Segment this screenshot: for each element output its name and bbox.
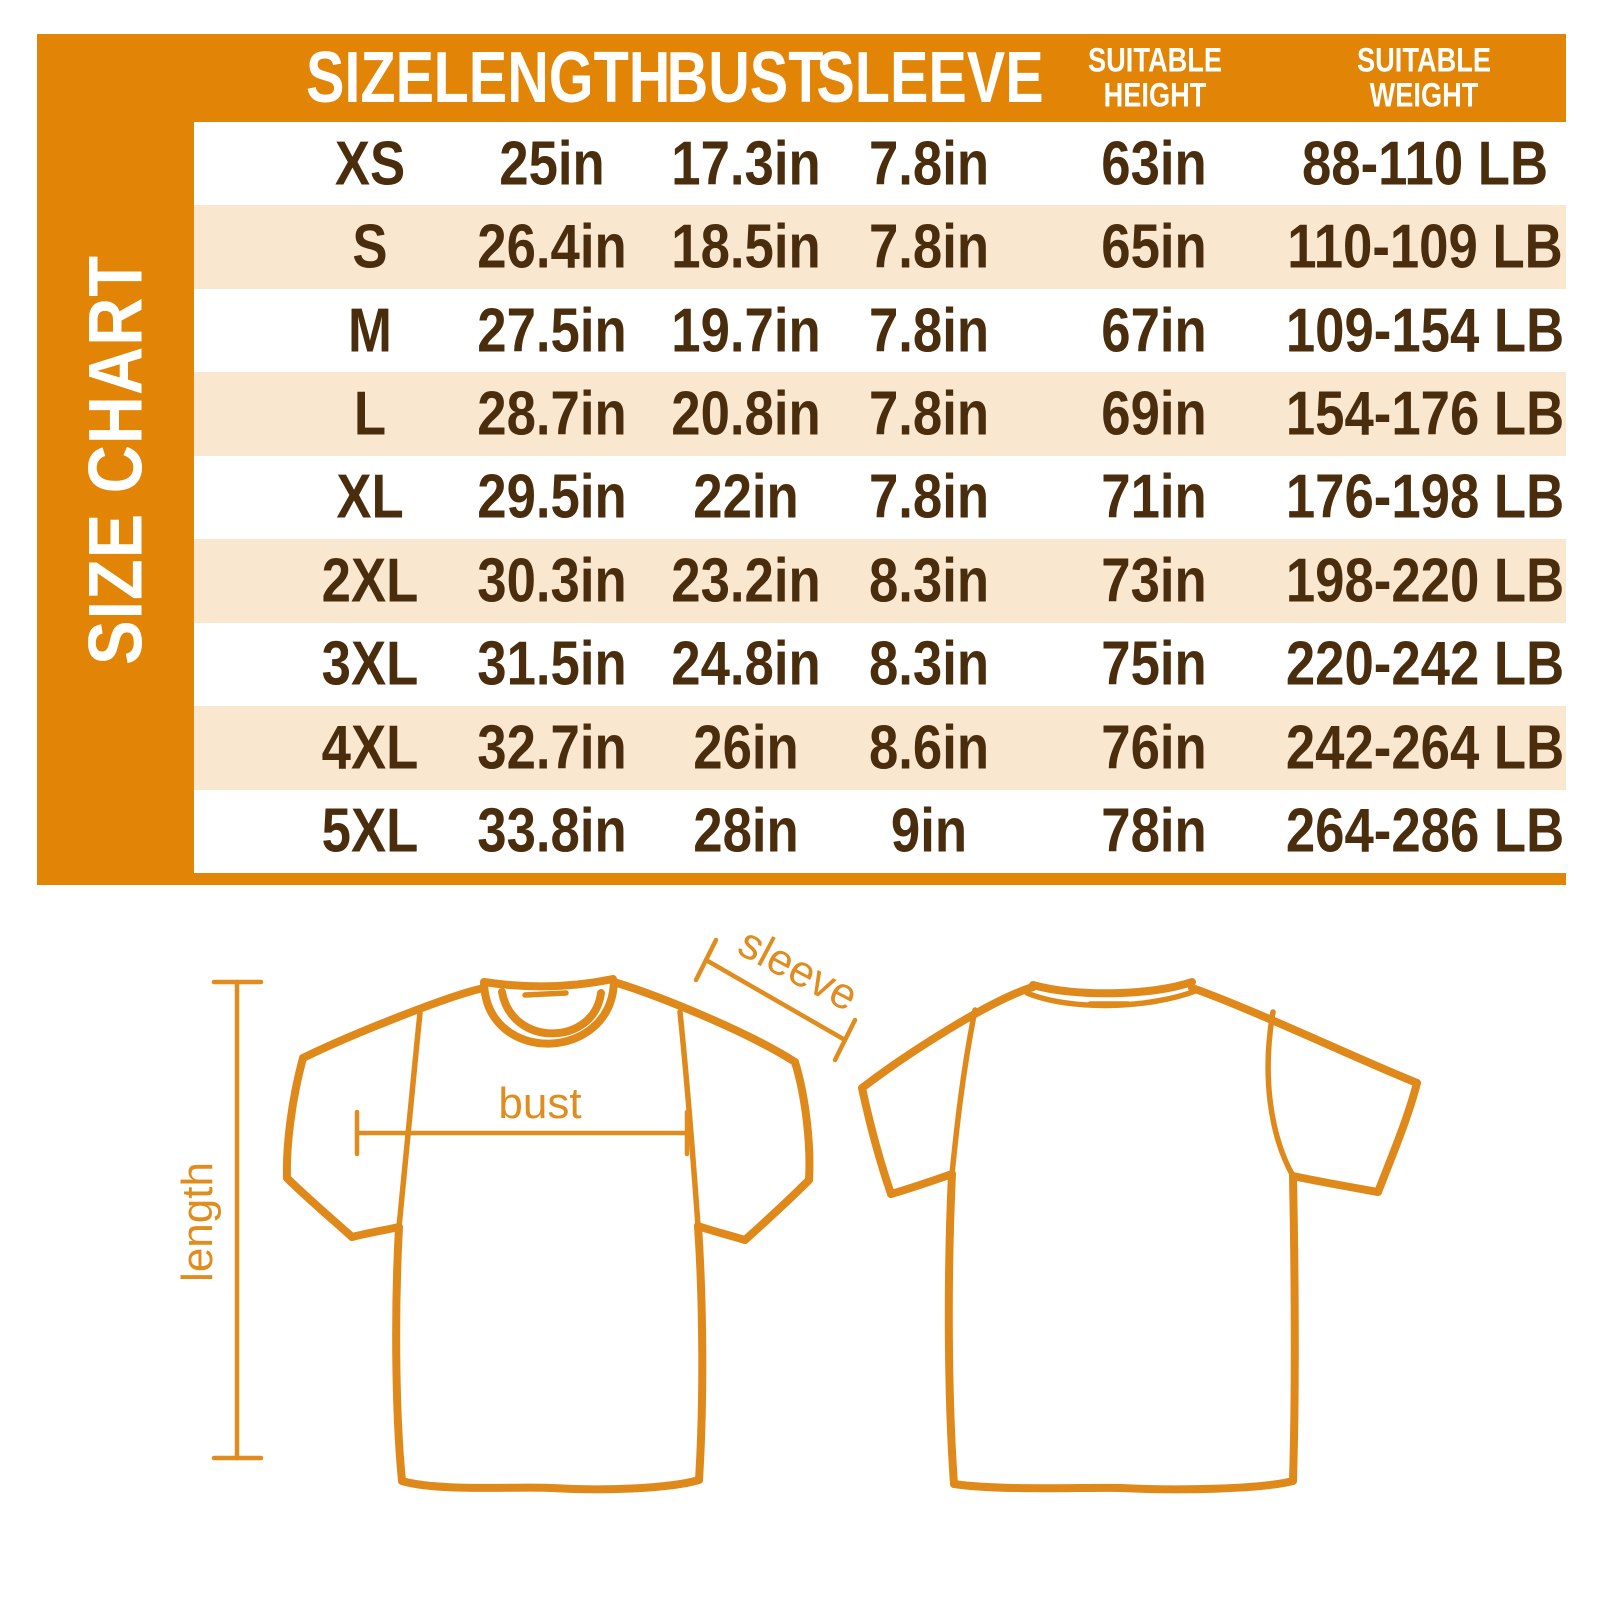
column-header-label: SUITABLE (1087, 41, 1222, 80)
cell-size: L (353, 379, 386, 449)
table-row: XL 29.5in 22in 7.8in 71in 176-198 LB (194, 455, 1566, 540)
page-title: SIZE CHART (73, 254, 158, 665)
tshirt-back-diagram (858, 978, 1421, 1494)
sleeve-dimension: sleeve (693, 918, 866, 1063)
column-header-label: WEIGHT (1369, 76, 1479, 114)
cell-weight: 110-109 LB (1286, 212, 1563, 282)
table-row: M 27.5in 19.7in 7.8in 67in 109-154 LB (194, 288, 1566, 373)
size-chart-table: SIZE LENGTH BUST SLEEVE SUITABLE HEIGHT … (37, 34, 1566, 885)
cell-length: 33.8in (477, 796, 627, 866)
cell-length: 29.5in (477, 462, 627, 532)
table-row: S 26.4in 18.5in 7.8in 65in 110-109 LB (194, 205, 1566, 289)
sleeve-label: sleeve (731, 918, 866, 1021)
frame-bottom-bar (37, 873, 1566, 885)
column-header-label: SUITABLE (1356, 41, 1491, 80)
cell-bust: 20.8in (670, 379, 821, 449)
column-header-label: HEIGHT (1103, 76, 1207, 114)
column-header-label: SIZE (306, 38, 435, 118)
cell-length: 25in (499, 129, 605, 199)
cell-weight: 242-264 LB (1285, 713, 1564, 783)
cell-length: 28.7in (477, 379, 627, 449)
cell-size: XL (335, 462, 404, 532)
cell-size: M (347, 296, 392, 366)
column-header-length: LENGTH (434, 42, 671, 114)
cell-height: 67in (1101, 296, 1208, 366)
cell-bust: 22in (692, 462, 799, 532)
cell-size: 2XL (321, 546, 418, 616)
cell-size: 5XL (321, 796, 418, 866)
cell-length: 31.5in (477, 629, 627, 699)
bust-label: bust (498, 1079, 581, 1128)
column-header-label: BUST (666, 38, 824, 118)
length-label: length (173, 1162, 222, 1282)
column-header-bust: BUST (667, 42, 824, 114)
cell-height: 71in (1101, 462, 1208, 532)
column-header-label: LENGTH (433, 38, 671, 118)
cell-sleeve: 7.8in (869, 296, 990, 366)
table-row: 5XL 33.8in 28in 9in 78in 264-286 LB (194, 789, 1566, 873)
table-body: XS 25in 17.3in 7.8in 63in 88-110 LB S 26… (194, 122, 1566, 873)
column-header-suitable-height: SUITABLE HEIGHT (1088, 43, 1222, 112)
table-row: 4XL 32.7in 26in 8.6in 76in 242-264 LB (194, 706, 1566, 790)
cell-height: 73in (1101, 546, 1208, 616)
cell-weight: 109-154 LB (1285, 296, 1564, 366)
cell-bust: 28in (692, 796, 799, 866)
cell-bust: 17.3in (670, 129, 821, 199)
column-header-label: SLEEVE (816, 38, 1044, 118)
cell-height: 76in (1101, 713, 1208, 783)
column-header-suitable-weight: SUITABLE WEIGHT (1357, 43, 1491, 112)
cell-weight: 88-110 LB (1301, 129, 1548, 199)
length-dimension: length (173, 979, 264, 1461)
table-row: XS 25in 17.3in 7.8in 63in 88-110 LB (194, 122, 1566, 206)
table-row: L 28.7in 20.8in 7.8in 69in 154-176 LB (194, 372, 1566, 456)
column-header-sleeve: SLEEVE (816, 42, 1043, 114)
cell-sleeve: 8.3in (869, 629, 990, 699)
cell-length: 27.5in (477, 296, 627, 366)
cell-length: 30.3in (477, 546, 627, 616)
table-row: 2XL 30.3in 23.2in 8.3in 73in 198-220 LB (194, 539, 1566, 623)
cell-sleeve: 9in (891, 796, 968, 866)
cell-size: S (352, 212, 388, 282)
cell-sleeve: 8.3in (869, 546, 990, 616)
cell-sleeve: 7.8in (869, 379, 990, 449)
table-row: 3XL 31.5in 24.8in 8.3in 75in 220-242 LB (194, 622, 1566, 707)
cell-weight: 176-198 LB (1285, 462, 1564, 532)
cell-weight: 154-176 LB (1285, 379, 1564, 449)
cell-sleeve: 8.6in (869, 713, 990, 783)
measurement-diagram: length bust sleeve (173, 918, 1421, 1494)
cell-sleeve: 7.8in (869, 462, 990, 532)
column-header-size: SIZE (306, 42, 434, 114)
cell-height: 69in (1101, 379, 1208, 449)
sidebar: SIZE CHART (37, 34, 194, 885)
cell-bust: 23.2in (670, 546, 821, 616)
cell-sleeve: 7.8in (869, 129, 990, 199)
cell-length: 26.4in (477, 212, 627, 282)
cell-size: XS (334, 129, 405, 199)
cell-size: 3XL (321, 629, 418, 699)
bust-dimension: bust (354, 1079, 690, 1157)
cell-bust: 24.8in (670, 629, 821, 699)
tshirt-front-diagram (282, 975, 814, 1494)
cell-height: 78in (1101, 796, 1208, 866)
cell-bust: 18.5in (670, 212, 821, 282)
cell-length: 32.7in (477, 713, 627, 783)
cell-height: 75in (1101, 629, 1208, 699)
cell-weight: 198-220 LB (1285, 546, 1564, 616)
cell-bust: 26in (692, 713, 799, 783)
cell-weight: 220-242 LB (1285, 629, 1564, 699)
cell-bust: 19.7in (670, 296, 821, 366)
table-header-bar: SIZE LENGTH BUST SLEEVE SUITABLE HEIGHT … (37, 34, 1566, 122)
cell-weight: 264-286 LB (1285, 796, 1564, 866)
cell-size: 4XL (321, 713, 418, 783)
cell-sleeve: 7.8in (869, 212, 990, 282)
cell-height: 65in (1101, 212, 1208, 282)
cell-height: 63in (1101, 129, 1208, 199)
